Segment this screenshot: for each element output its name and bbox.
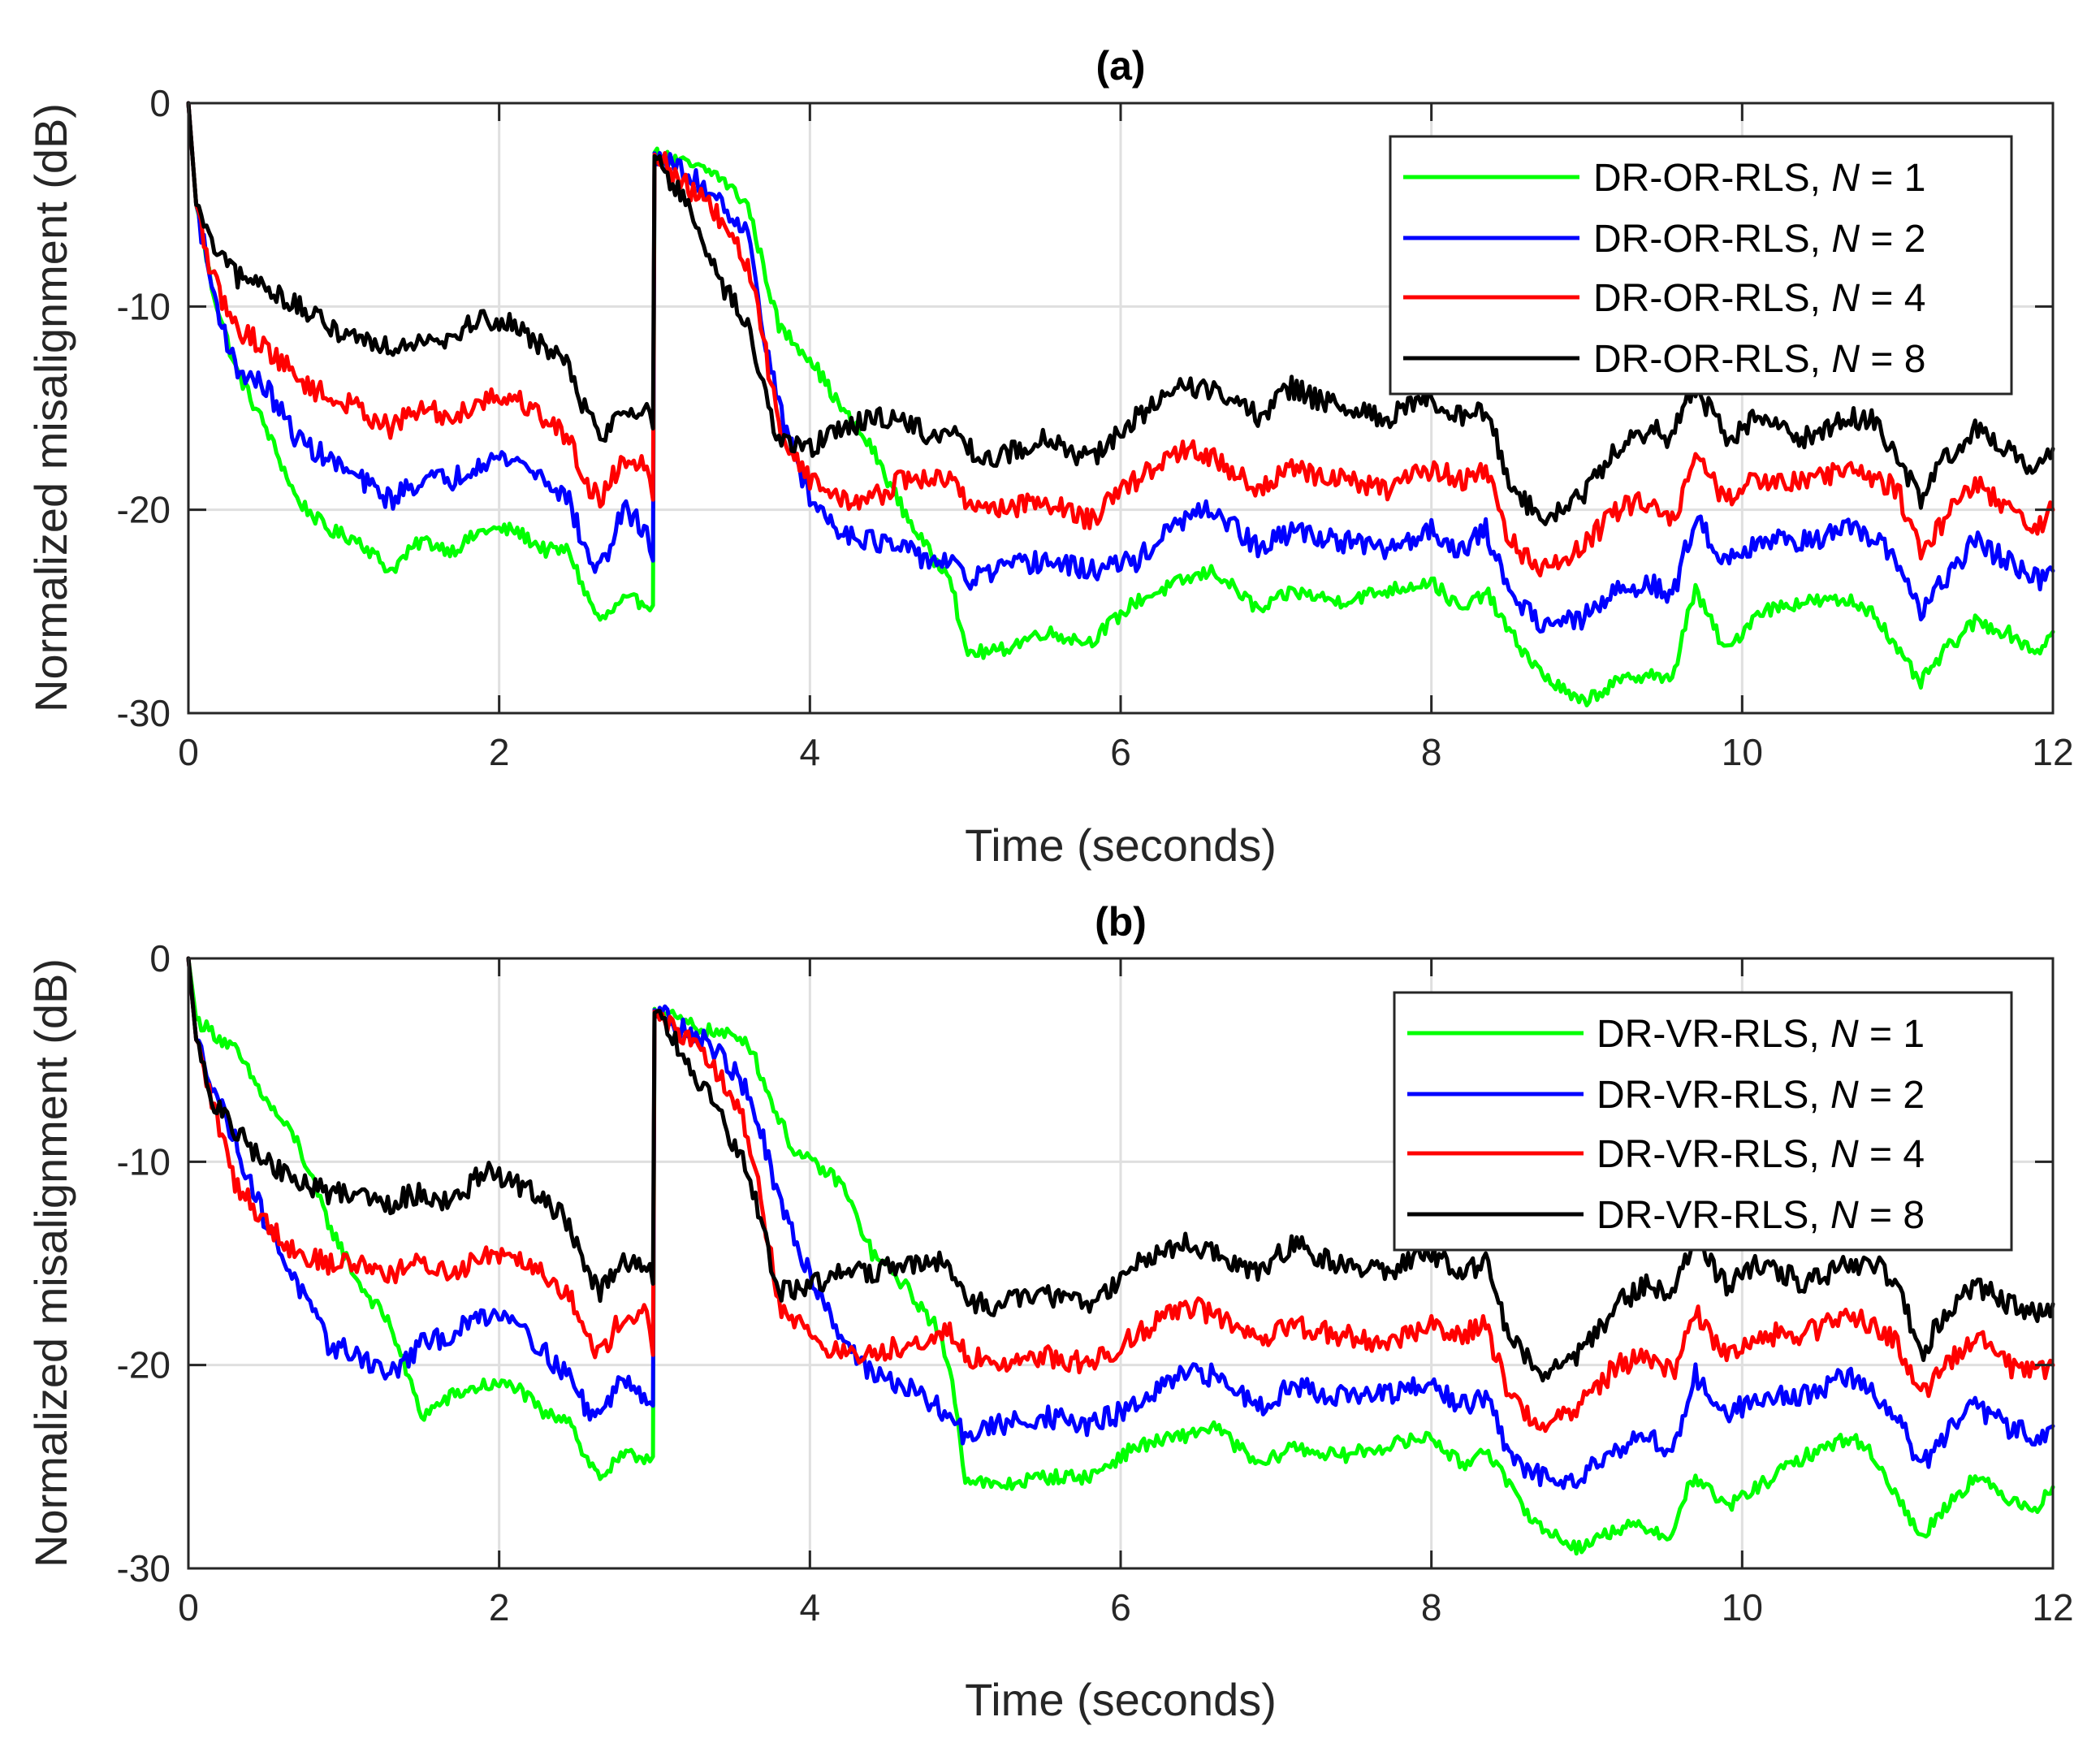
legend-entry-a-2: DR-OR-RLS, N = 2 <box>1403 218 1925 261</box>
panel-title-b: (b) <box>1095 899 1147 945</box>
x-tick-label-b-8: 8 <box>1421 1586 1442 1628</box>
x-tick-label-a-12: 12 <box>2032 731 2073 773</box>
x-tick-label-a-6: 6 <box>1110 731 1131 773</box>
series-line-b-n8-black <box>186 956 2055 1383</box>
y-tick-label-b-0: 0 <box>149 937 171 980</box>
legend-entry-a-3: DR-OR-RLS, N = 4 <box>1403 277 1925 320</box>
legend-entry-a-1: DR-OR-RLS, N = 1 <box>1403 157 1925 200</box>
x-tick-label-b-6: 6 <box>1110 1586 1131 1628</box>
series-b <box>186 956 2055 1556</box>
x-tick-label-a-10: 10 <box>1722 731 1763 773</box>
legend-entry-b-4: DR-VR-RLS, N = 8 <box>1407 1194 1925 1237</box>
legend-label-b-2: DR-VR-RLS, N = 2 <box>1597 1074 1925 1117</box>
x-tick-label-b-2: 2 <box>489 1586 510 1628</box>
series-line-a-n2-blue <box>186 101 2055 634</box>
legend-entry-b-2: DR-VR-RLS, N = 2 <box>1407 1074 1925 1117</box>
y-tick-label-a--10: -10 <box>117 285 171 327</box>
legend-entry-b-1: DR-VR-RLS, N = 1 <box>1407 1013 1925 1056</box>
series-a <box>186 101 2055 707</box>
legend-box-b <box>1393 991 2013 1252</box>
x-tick-label-b-4: 4 <box>800 1586 821 1628</box>
legend-label-a-4: DR-OR-RLS, N = 8 <box>1593 338 1925 381</box>
series-line-b-n1-green <box>186 956 2055 1556</box>
x-tick-label-a-0: 0 <box>178 731 199 773</box>
y-tick-label-a-0: 0 <box>149 82 171 124</box>
x-tick-label-a-8: 8 <box>1421 731 1442 773</box>
series-line-b-n2-blue <box>186 956 2055 1490</box>
x-tick-label-b-12: 12 <box>2032 1586 2073 1628</box>
panel-a: 0 2 4 6 8 10 12 0 -10 -20 -30 (a) Time (seconds) N… <box>25 43 2074 871</box>
y-tick-label-b--10: -10 <box>117 1140 171 1183</box>
legend-entry-a-4: DR-OR-RLS, N = 8 <box>1403 338 1925 381</box>
series-line-a-n8-black <box>186 101 2055 526</box>
legend-label-b-4: DR-VR-RLS, N = 8 <box>1597 1194 1925 1237</box>
legend-box-a <box>1389 135 2013 396</box>
x-tick-label-a-2: 2 <box>489 731 510 773</box>
ticks-b: 0 2 4 6 8 10 12 0 -10 -20 -30 <box>117 937 2074 1628</box>
legend-label-a-3: DR-OR-RLS, N = 4 <box>1593 277 1925 320</box>
legend-label-a-1: DR-OR-RLS, N = 1 <box>1593 157 1925 200</box>
panel-b: 0 2 4 6 8 10 12 0 -10 -20 -30 (b) Time (seconds) N… <box>25 899 2074 1725</box>
legend-entry-b-3: DR-VR-RLS, N = 4 <box>1407 1133 1925 1176</box>
legend-b: DR-VR-RLS, N = 1 DR-VR-RLS, N = 2 DR-VR-… <box>1393 991 2013 1252</box>
x-axis-label-b: Time (seconds) <box>965 1674 1277 1725</box>
series-line-b-n4-red <box>186 956 2055 1434</box>
series-line-a-n1-green <box>186 101 2055 707</box>
x-axis-label-a: Time (seconds) <box>965 820 1277 871</box>
x-tick-label-b-0: 0 <box>178 1586 199 1628</box>
ticks-a: 0 2 4 6 8 10 12 0 -10 -20 -30 <box>117 82 2074 773</box>
legend-label-a-2: DR-OR-RLS, N = 2 <box>1593 218 1925 261</box>
legend-label-b-1: DR-VR-RLS, N = 1 <box>1597 1013 1925 1056</box>
legend-label-b-3: DR-VR-RLS, N = 4 <box>1597 1133 1925 1176</box>
legend-a: DR-OR-RLS, N = 1 DR-OR-RLS, N = 2 DR-OR-… <box>1389 135 2013 396</box>
y-tick-label-b--20: -20 <box>117 1344 171 1386</box>
x-tick-label-a-4: 4 <box>800 731 821 773</box>
x-tick-label-b-10: 10 <box>1722 1586 1763 1628</box>
y-axis-label-b: Normalized misalignment (dB) <box>25 958 76 1568</box>
y-tick-label-b--30: -30 <box>117 1547 171 1589</box>
series-line-a-n4-red <box>186 101 2055 577</box>
y-tick-label-a--20: -20 <box>117 489 171 531</box>
y-axis-label-a: Normalized misalignment (dB) <box>25 103 76 712</box>
panel-title-a: (a) <box>1095 43 1145 89</box>
y-tick-label-a--30: -30 <box>117 692 171 734</box>
